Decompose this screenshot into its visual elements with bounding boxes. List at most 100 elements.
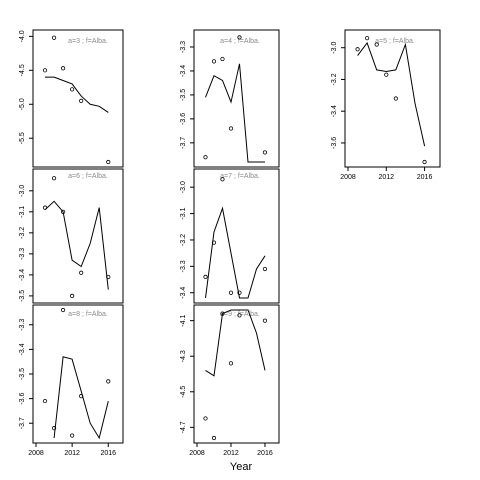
data-point (262, 150, 268, 155)
data-point (106, 274, 111, 280)
y-tick-label: -3.2 (180, 234, 187, 246)
panel-5: -3.0 -3.1 -3.2 -3.3 -3.4 a=7 ; f=Alba. (180, 168, 280, 304)
panel-2: -3.3 -3.4 -3.5 -3.6 -3.7 a=4 ; f=Alba. (180, 29, 280, 168)
series-line (53, 356, 109, 440)
data-point (211, 435, 217, 441)
panel-6: -3.3 -3.4 -3.5 -3.6 -3.7 2008 2012 2016 a=8 ; f=… (19, 304, 124, 457)
panel-frame (32, 168, 124, 304)
data-point (220, 177, 225, 182)
y-tick-label: -3.3 (19, 248, 26, 260)
panel-frame (32, 304, 124, 444)
panel-label: a=9 ; f=Alba. (220, 311, 260, 318)
y-tick-label: -3.6 (19, 392, 26, 404)
y-tick-label: -3.3 (19, 319, 26, 331)
data-point (51, 426, 57, 431)
panel-frame (193, 304, 280, 444)
x-tick-label: 2016 (100, 450, 116, 457)
data-point (70, 87, 75, 92)
y-tick-label: -3.5 (19, 368, 26, 380)
data-point (79, 98, 84, 103)
data-point (422, 159, 427, 165)
panel-7: -4.1 -4.3 -4.5 -4.7 2008 2012 2016 a=9 ; f=Alba… (180, 304, 280, 457)
data-point (220, 311, 225, 316)
data-point (262, 266, 268, 272)
panel-label: a=6 ; f=Alba. (68, 173, 108, 180)
y-tick-label: -3.4 (19, 343, 26, 355)
y-tick-label: -4.5 (19, 64, 26, 76)
series-line (357, 41, 426, 147)
y-tick-label: -3.0 (19, 185, 26, 197)
y-tick-label: -4.3 (180, 350, 187, 362)
data-point (262, 318, 268, 323)
data-point (106, 159, 111, 165)
data-point (106, 379, 111, 384)
data-point (228, 361, 234, 366)
data-point (228, 290, 234, 295)
y-tick-label: -4.7 (180, 421, 187, 433)
y-tick-label: -3.4 (331, 105, 338, 117)
data-point (203, 416, 208, 421)
data-point (79, 270, 84, 275)
data-point (220, 56, 225, 62)
panel-label: a=7 ; f=Alba. (220, 173, 260, 180)
y-tick-label: -4.0 (19, 30, 26, 42)
data-point (79, 394, 84, 399)
x-axis-label: Year (230, 461, 253, 473)
data-point (42, 68, 48, 73)
data-point (42, 398, 48, 404)
x-tick-label: 2016 (417, 174, 433, 181)
x-tick-label: 2012 (64, 450, 80, 457)
data-point (237, 313, 242, 318)
y-tick-label: -3.5 (180, 89, 187, 101)
y-tick-label: -3.1 (180, 207, 187, 219)
panel-frame (193, 168, 280, 304)
data-point (393, 96, 398, 101)
data-point (42, 205, 48, 210)
series-line (205, 63, 265, 163)
y-tick-label: -4.1 (180, 315, 187, 327)
data-point (60, 209, 66, 214)
data-point (211, 59, 217, 64)
x-tick-label: 2016 (257, 450, 273, 457)
y-tick-label: -3.0 (180, 181, 187, 193)
y-tick-label: -3.2 (331, 73, 338, 85)
panel-4: -3.0 -3.1 -3.2 -3.3 -3.4 -3.5 a=6 ; f=Alba. (19, 168, 124, 304)
x-tick-label: 2008 (189, 450, 205, 457)
data-point (203, 155, 208, 160)
y-tick-label: -3.7 (19, 417, 26, 429)
panel-1: -4.0 -4.5 -5.0 -5.5 a=3 ; f=Alba. (19, 29, 124, 168)
panel-3: -3.0 -3.2 -3.4 -3.6 2008 2012 2016 a=5 ; f=Alba… (331, 29, 441, 181)
y-tick-label: -3.3 (180, 41, 187, 53)
panel-frame (193, 29, 280, 168)
panel-frame (32, 29, 124, 168)
series-line (45, 76, 109, 113)
series-line (205, 206, 266, 299)
y-tick-label: -3.4 (180, 65, 187, 77)
panel-label: a=3 ; f=Alba. (68, 38, 108, 45)
data-point (70, 433, 75, 438)
y-tick-label: -3.5 (19, 290, 26, 302)
data-point (237, 290, 242, 295)
data-point (384, 72, 389, 77)
y-tick-label: -4.5 (180, 386, 187, 398)
y-tick-label: -3.2 (19, 227, 26, 239)
y-tick-label: -3.6 (180, 113, 187, 125)
y-tick-label: -3.6 (331, 137, 338, 149)
data-point (374, 42, 379, 47)
data-point (228, 126, 234, 131)
y-tick-label: -3.3 (180, 260, 187, 272)
x-tick-label: 2008 (28, 450, 44, 457)
data-point (51, 35, 57, 40)
y-tick-label: -5.5 (19, 132, 26, 144)
data-point (237, 35, 242, 40)
data-point (203, 274, 208, 279)
data-point (365, 36, 370, 41)
panel-frame (344, 29, 441, 168)
data-point (70, 293, 75, 298)
panel-label: a=8 ; f=Alba. (68, 311, 108, 318)
y-tick-label: -3.0 (331, 42, 338, 54)
x-tick-label: 2012 (223, 450, 239, 457)
data-point (60, 66, 66, 71)
